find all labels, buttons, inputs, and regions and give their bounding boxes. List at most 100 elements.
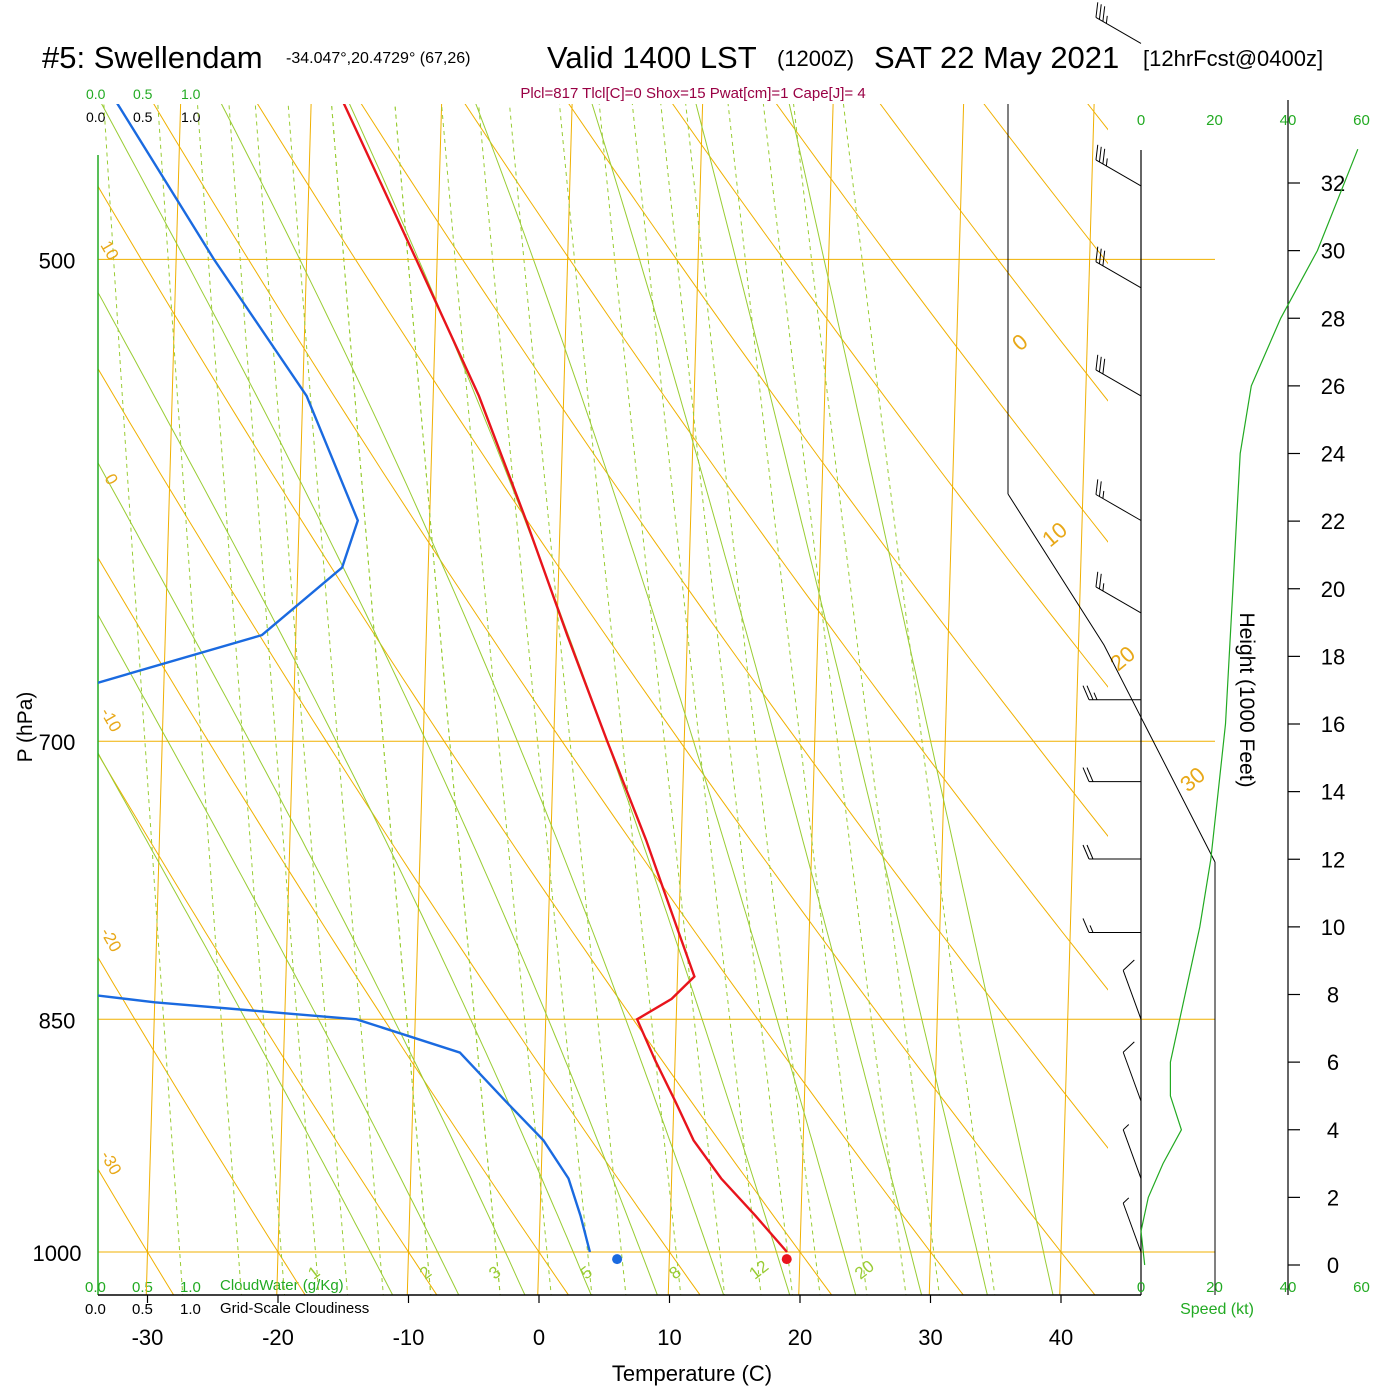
wind-barb-feather (1102, 6, 1106, 22)
mixing-ratio-line (331, 104, 432, 1295)
bottom-cloudiness-tick: 0.5 (132, 1301, 153, 1318)
profiles (98, 104, 792, 1265)
height-tick-label: 12 (1321, 847, 1345, 872)
mixing-ratio-line (196, 104, 286, 1295)
wind-barb-feather (1082, 767, 1090, 782)
wind-barb-feather (1122, 1041, 1135, 1053)
pressure-label: 850 (39, 1008, 76, 1033)
wind-barb-half-feather (1102, 583, 1105, 591)
mixing-ratio-line (762, 104, 907, 1295)
dry-adiabat-line (98, 556, 570, 1295)
top-cloudwater-tick: 0.5 (133, 86, 153, 102)
moist-adiabat-line (475, 104, 857, 1295)
speed-axis-title: Speed (kt) (1180, 1301, 1254, 1318)
wind-barb-feather (1095, 479, 1099, 495)
mixing-ratio-label: 20 (851, 1257, 878, 1284)
wind-barb (1122, 1124, 1142, 1179)
dry-adiabat-line (578, 0, 1400, 1322)
isotherm-label: -20 (97, 925, 126, 956)
wind-barb-feather (1095, 246, 1099, 262)
wind-barb-feather (1086, 844, 1094, 860)
wind-barb-feather (1102, 250, 1106, 266)
wind-barb-feather (1098, 248, 1102, 264)
x-tick-label: 0 (533, 1325, 545, 1350)
mixing-ratio-line (598, 104, 726, 1295)
top-cloudwater-scale: 0.0 0.5 1.0 (86, 86, 201, 102)
isotherm-line (798, 104, 834, 1295)
moist-adiabat-line (695, 104, 988, 1295)
x-tick-label: 20 (788, 1325, 812, 1350)
stability-indices: Plcl=817 Tlcl[C]=0 Shox=15 Pwat[cm]=1 Ca… (520, 85, 865, 102)
isotherm-line (537, 104, 573, 1295)
wind-barb (1082, 918, 1141, 933)
wind-barb-feather (1098, 4, 1102, 20)
top-cloudiness-tick: 0.5 (133, 109, 153, 125)
mixing-ratio-line (793, 104, 940, 1295)
bottom-cloudwater-tick: 1.0 (180, 1279, 201, 1296)
dry-adiabat-line (775, 104, 1108, 543)
height-tick-label: 4 (1327, 1118, 1339, 1143)
height-tick-label: 2 (1327, 1185, 1339, 1210)
dry-adiabat-line (568, 104, 1108, 838)
wind-barb-feather (1095, 571, 1099, 587)
wind-barb-half-feather (1093, 692, 1098, 700)
dry-adiabat-line (750, 0, 1400, 1322)
height-tick-label: 18 (1321, 644, 1345, 669)
mixing-ratio-label: 5 (577, 1262, 596, 1283)
mixing-ratio-line (103, 104, 184, 1295)
wind-barb-half-feather (1105, 158, 1108, 167)
mixing-ratio-line (558, 104, 682, 1295)
dry-adiabat-line (98, 185, 833, 1295)
wind-barb-staff (1122, 1052, 1142, 1102)
mixing-ratio-line (631, 104, 762, 1295)
dry-adiabat-line (98, 956, 306, 1295)
mixing-ratio-line (394, 104, 501, 1295)
pressure-label: 700 (39, 730, 76, 755)
wind-barb-feather (1086, 685, 1094, 700)
isotherm-line (276, 104, 312, 1295)
height-tick-label: 6 (1327, 1050, 1339, 1075)
mixing-ratio-line (842, 104, 996, 1295)
wind-barb-staff (1095, 17, 1142, 44)
wind-barb-feather (1095, 144, 1099, 161)
speed-tick-label: 20 (1206, 112, 1223, 129)
x-tick-label: -10 (393, 1325, 425, 1350)
y-axis-title: P (hPa) (14, 692, 37, 763)
wind-barb-half-feather (1102, 490, 1105, 499)
dry-adiabat-line (464, 104, 1108, 991)
cloudwater-label: CloudWater (g/Kg) (220, 1277, 344, 1294)
wind-barb-staff (1095, 586, 1142, 614)
x-tick-label: 10 (657, 1325, 681, 1350)
background-grid (15, 0, 1400, 1322)
dry-adiabat-line (98, 752, 438, 1295)
wind-barb (1122, 1041, 1142, 1102)
mixing-ratio-line (331, 104, 432, 1295)
height-tick-label: 8 (1327, 983, 1339, 1008)
pressure-label: 1000 (33, 1241, 82, 1266)
isotherm-line (667, 104, 704, 1295)
isotherm-line (145, 104, 182, 1295)
x-tick-label: 40 (1049, 1325, 1073, 1350)
wind-barb-staff (1095, 159, 1142, 187)
x-tick-label: -20 (262, 1325, 294, 1350)
moist-adiabat-line (98, 461, 526, 1295)
height-tick-label: 20 (1321, 577, 1345, 602)
dry-adiabat-line (257, 104, 1096, 1295)
moist-adiabat-line (591, 104, 923, 1295)
dry-adiabat-line (360, 104, 1108, 1149)
speed-tick-label: 0 (1137, 112, 1145, 129)
wind-barb-staff (1122, 970, 1142, 1020)
temperature-line (342, 104, 788, 1253)
top-cloudiness-tick: 1.0 (181, 109, 201, 125)
valid-time: Valid 1400 LST (547, 40, 757, 75)
surface-temperature-dot (781, 1254, 792, 1265)
mixing-ratio-line (287, 104, 384, 1295)
bottom-cloudwater-tick: 0.5 (132, 1279, 153, 1296)
dry-adiabat-line (98, 1168, 175, 1295)
dry-adiabat-line (672, 104, 1108, 688)
isotherm-line (928, 104, 965, 1295)
height-tick-label: 16 (1321, 712, 1345, 737)
potential-temp-label: 0 (1007, 329, 1032, 356)
isotherm-line (15, 0, 78, 1322)
